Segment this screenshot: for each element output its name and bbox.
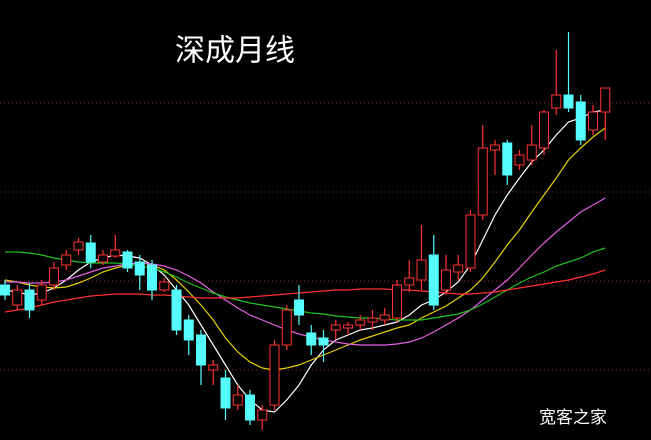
candle-body: [85, 242, 96, 263]
moving-average-line: [4, 127, 606, 371]
candle-body: [24, 289, 35, 311]
candle-body: [0, 284, 10, 296]
chart-title: 深成月线: [175, 34, 295, 69]
candle-body: [232, 394, 243, 406]
candle-body: [526, 144, 537, 161]
candle-body: [343, 324, 353, 329]
candle-body: [477, 147, 488, 216]
candle-body: [183, 319, 194, 341]
candle-body: [281, 309, 292, 346]
candle-body: [600, 87, 611, 113]
candle-body: [36, 284, 47, 301]
candle-body: [379, 314, 390, 321]
candle-body: [61, 254, 72, 266]
candle-body: [49, 267, 59, 286]
candle-body: [306, 332, 317, 346]
candle-body: [428, 254, 439, 306]
candle-body: [220, 377, 231, 409]
candle-body: [110, 249, 121, 257]
candle-body: [490, 144, 500, 151]
candle-body: [355, 319, 366, 326]
candle-body: [514, 154, 525, 166]
candle-body: [392, 284, 402, 319]
candle-body: [269, 344, 280, 406]
moving-average-line: [4, 269, 606, 313]
candle-body: [367, 317, 378, 323]
candle-body: [318, 337, 329, 346]
candle-body: [539, 111, 549, 149]
candle-body: [171, 289, 182, 331]
candle-body: [453, 264, 464, 273]
candle-body: [465, 214, 476, 269]
candle-body: [147, 264, 157, 291]
candle-body: [563, 94, 574, 109]
candle-body: [159, 281, 170, 291]
moving-average-line: [5, 247, 606, 321]
candle-body: [294, 299, 304, 316]
candle-body: [208, 364, 219, 371]
candle-body: [73, 241, 84, 251]
candle-body: [98, 254, 108, 263]
candle-body: [12, 289, 23, 306]
candle-body: [134, 261, 145, 276]
candle-body: [575, 101, 586, 141]
candle-body: [257, 409, 268, 421]
candle-body: [441, 269, 451, 291]
candle-body: [330, 324, 341, 331]
candle-body: [502, 142, 513, 176]
candle-body: [245, 394, 255, 421]
candle-body: [416, 259, 427, 281]
candle-body: [588, 111, 598, 131]
moving-average-line: [5, 197, 606, 346]
candle-body: [404, 277, 415, 286]
candle-body: [551, 94, 562, 109]
candle-body: [122, 251, 133, 269]
candle-body: [196, 334, 206, 366]
watermark: 宽客之家: [539, 408, 607, 428]
